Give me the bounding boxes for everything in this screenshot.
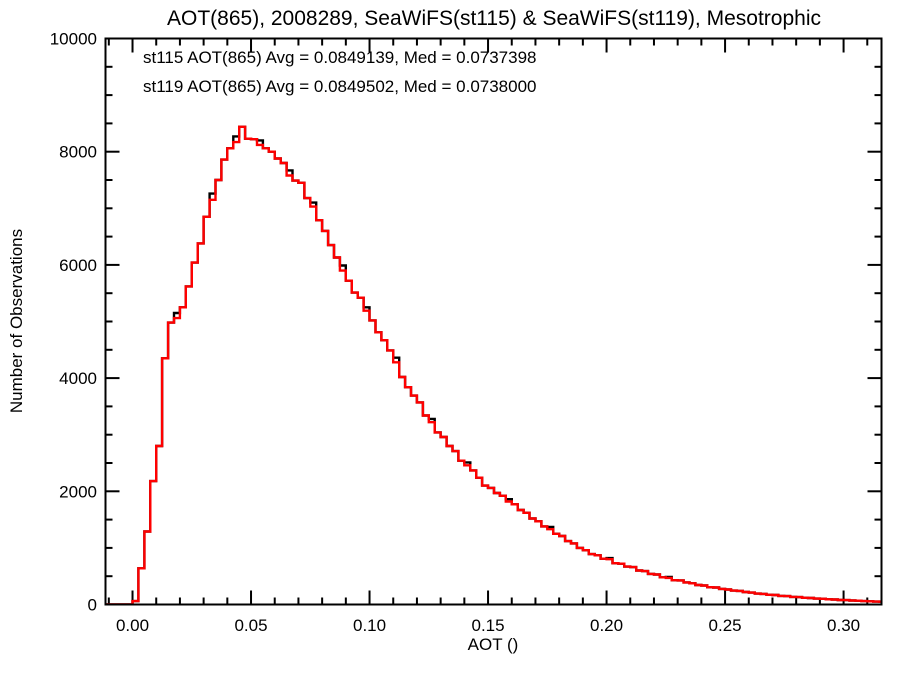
x-tick-label: 0.20 [590,616,623,635]
histogram-step-st115 [105,125,882,605]
x-tick-label: 0.00 [116,616,149,635]
x-axis-label: AOT () [468,635,519,654]
y-tick-label: 4000 [59,369,97,388]
x-tick-label: 0.10 [353,616,386,635]
histogram-series [105,125,882,605]
x-tick-label: 0.15 [472,616,505,635]
y-tick-label: 2000 [59,482,97,501]
legend-entry-st115: st115 AOT(865) Avg = 0.0849139, Med = 0.… [143,48,537,67]
axes: 0.00 0.05 0.10 0.15 0.20 0.25 0.30 0 2000 4000 600… [50,30,882,635]
x-tick-label: 0.05 [234,616,267,635]
y-tick-label: 0 [88,596,97,615]
y-tick-label: 8000 [59,143,97,162]
legend-entry-st119: st119 AOT(865) Avg = 0.0849502, Med = 0.… [143,77,537,96]
chart-title: AOT(865), 2008289, SeaWiFS(st115) & SeaW… [167,7,821,30]
y-tick-label: 10000 [50,30,97,49]
y-axis-label: Number of Observations [7,229,26,413]
plot-frame [104,37,883,606]
x-tick-label: 0.30 [827,616,860,635]
histogram-step-st119 [105,125,882,605]
x-tick-label: 0.25 [709,616,742,635]
y-tick-label: 6000 [59,256,97,275]
